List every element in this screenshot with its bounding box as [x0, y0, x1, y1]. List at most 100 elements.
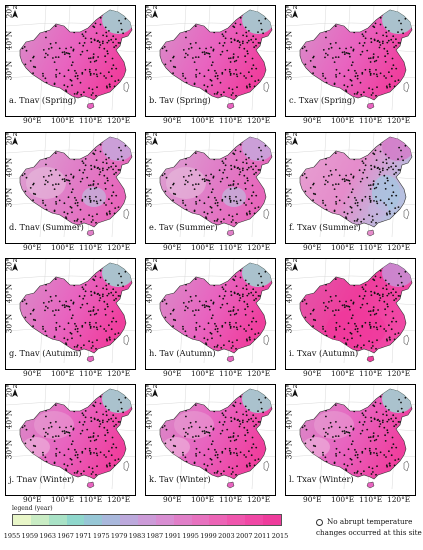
- north-arrow-icon: [152, 389, 158, 397]
- china-map: [286, 385, 415, 490]
- hainan-shape: [226, 481, 235, 489]
- longitude-label: 120°E: [247, 243, 271, 252]
- north-label: N: [153, 5, 158, 11]
- north-arrow-icon: [292, 137, 298, 145]
- panel-label: j. Tnav (Winter): [9, 474, 75, 484]
- longitude-label: 110°E: [359, 243, 383, 252]
- latitude-label: 20°N: [285, 132, 294, 146]
- panel-label: f. Txav (Summer): [289, 222, 361, 232]
- country-shape: [299, 388, 413, 480]
- longitude-label: 90°E: [23, 116, 42, 125]
- latitude-label: 30°N: [285, 187, 294, 208]
- china-map: [146, 385, 275, 490]
- longitude-label: 110°E: [359, 495, 383, 504]
- north-label: N: [153, 258, 158, 264]
- longitude-label: 120°E: [387, 116, 411, 125]
- legend-color-cell: [227, 515, 246, 525]
- legend-color-cell: [191, 515, 210, 525]
- north-label: N: [293, 132, 298, 138]
- map-panel: N 40°N 30°N 20°N c. Txav (Spring): [285, 5, 416, 117]
- longitude-label: 100°E: [51, 495, 75, 504]
- legend-year-label: 1963: [39, 532, 56, 540]
- latitude-label: 40°N: [145, 409, 154, 430]
- taiwan-shape: [123, 334, 130, 346]
- legend-year-label: 1987: [146, 532, 164, 540]
- latitude-label: 40°N: [5, 30, 14, 51]
- taiwan-shape: [263, 208, 270, 220]
- longitude-label: 110°E: [219, 116, 243, 125]
- map-panel: N 40°N 30°N 20°N j. Tnav (Winter): [5, 384, 136, 496]
- latitude-label: 20°N: [5, 384, 14, 398]
- legend-color-cell: [84, 515, 103, 525]
- country-shape: [159, 262, 273, 354]
- taiwan-shape: [403, 460, 410, 472]
- country-shape: [19, 9, 133, 101]
- latitude-label: 30°N: [145, 187, 154, 208]
- legend-year-label: 2003: [218, 532, 235, 540]
- longitude-label: 110°E: [79, 495, 103, 504]
- north-label: N: [293, 5, 298, 11]
- china-map: [146, 133, 275, 238]
- longitude-label: 120°E: [107, 495, 131, 504]
- panel-label: e. Tav (Summer): [149, 222, 218, 232]
- longitude-label: 90°E: [303, 495, 322, 504]
- hainan-shape: [86, 481, 95, 489]
- north-label: N: [153, 132, 158, 138]
- legend-year-label: 1959: [21, 532, 39, 540]
- longitude-label: 100°E: [331, 495, 355, 504]
- latitude-label: 20°N: [5, 258, 14, 272]
- map-panel: N 40°N 30°N 20°N d. Tnav (Summer): [5, 132, 136, 244]
- north-label: N: [293, 384, 298, 390]
- map-panel: N 40°N 30°N 20°N l. Txav (Winter): [285, 384, 416, 496]
- hainan-shape: [86, 355, 95, 363]
- legend-color-cell: [173, 515, 192, 525]
- legend-color-cell: [48, 515, 67, 525]
- hainan-shape: [226, 355, 235, 363]
- latitude-label: 20°N: [145, 384, 154, 398]
- legend-year-label: 1955: [3, 532, 21, 540]
- taiwan-shape: [123, 81, 130, 93]
- latitude-label: 20°N: [285, 384, 294, 398]
- latitude-label: 20°N: [145, 5, 154, 19]
- longitude-label: 110°E: [359, 116, 383, 125]
- latitude-label: 40°N: [145, 283, 154, 304]
- legend-year-label: 1975: [93, 532, 110, 540]
- panel-label: g. Tnav (Autumn): [9, 348, 82, 358]
- hainan-shape: [86, 102, 95, 110]
- latitude-label: 20°N: [145, 132, 154, 146]
- longitude-label: 120°E: [387, 369, 411, 378]
- north-label: N: [153, 384, 158, 390]
- legend-year-label: 2015: [271, 532, 289, 540]
- latitude-label: 30°N: [5, 313, 14, 334]
- longitude-label: 110°E: [219, 369, 243, 378]
- legend-color-bar: [12, 514, 282, 526]
- north-arrow-icon: [152, 10, 158, 18]
- china-map: [6, 385, 135, 490]
- longitude-label: 110°E: [359, 369, 383, 378]
- legend-year-label: 1979: [110, 532, 128, 540]
- legend-year-label: 1999: [200, 532, 217, 540]
- taiwan-shape: [403, 334, 410, 346]
- north-arrow-icon: [12, 263, 18, 271]
- latitude-label: 30°N: [285, 60, 294, 81]
- legend-color-cell: [66, 515, 85, 525]
- country-shape: [159, 136, 273, 228]
- hainan-shape: [86, 229, 95, 237]
- north-label: N: [13, 132, 18, 138]
- legend-color-cell: [209, 515, 228, 525]
- china-map: [6, 133, 135, 238]
- latitude-label: 20°N: [5, 132, 14, 146]
- country-shape: [159, 388, 273, 480]
- longitude-label: 90°E: [23, 369, 42, 378]
- hainan-shape: [366, 355, 375, 363]
- panel-label: i. Txav (Autumn): [289, 348, 359, 358]
- north-arrow-icon: [12, 389, 18, 397]
- latitude-label: 40°N: [5, 157, 14, 178]
- longitude-label: 120°E: [107, 369, 131, 378]
- longitude-label: 100°E: [331, 243, 355, 252]
- latitude-label: 20°N: [285, 258, 294, 272]
- panel-label: b. Tav (Spring): [149, 95, 211, 105]
- legend-year-label: 1971: [75, 532, 92, 540]
- legend-color-cell: [263, 515, 281, 525]
